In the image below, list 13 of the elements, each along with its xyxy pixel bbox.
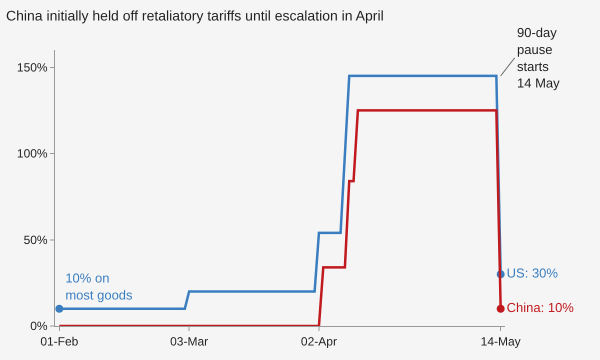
x-tick-label: 02-Apr [300, 334, 337, 348]
data-label: US: 30% [506, 266, 558, 280]
data-label: 10% on most goods [65, 270, 134, 302]
y-tick-label: 0% [30, 319, 48, 334]
y-tick-label: 50% [24, 232, 48, 247]
annotation: 90-day pause starts 14 May [517, 25, 560, 91]
x-tick-label: 14-May [480, 334, 521, 348]
x-tick-label: 01-Feb [40, 334, 79, 348]
chart-title: China initially held off retaliatory tariffs until escalation in April [6, 8, 384, 24]
y-tick-label: 150% [16, 60, 48, 74]
x-tick-label: 03-Mar [170, 334, 208, 348]
y-tick-label: 100% [16, 146, 48, 161]
data-label: China: 10% [506, 300, 574, 315]
